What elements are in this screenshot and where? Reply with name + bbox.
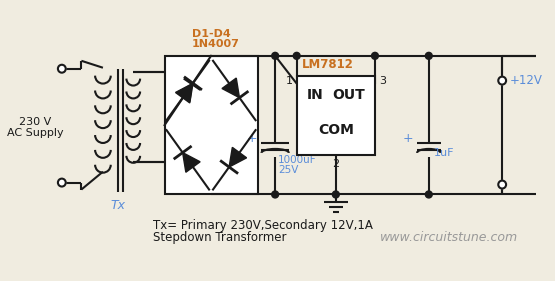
Text: Tx= Primary 230V,Secondary 12V,1A: Tx= Primary 230V,Secondary 12V,1A [153,219,373,232]
Text: +: + [402,132,413,144]
Text: +: + [247,132,258,144]
Text: 25V: 25V [278,165,299,175]
Text: 1uF: 1uF [433,148,454,158]
Circle shape [332,191,339,198]
Polygon shape [177,84,192,101]
Text: LM7812: LM7812 [301,58,354,71]
Circle shape [425,191,432,198]
Text: COM: COM [318,123,354,137]
Text: 3: 3 [379,76,386,86]
Circle shape [498,77,506,85]
Circle shape [272,52,279,59]
Bar [297,76,375,155]
Polygon shape [229,147,246,167]
Text: AC Supply: AC Supply [7,128,64,138]
Circle shape [58,179,65,187]
Circle shape [272,191,279,198]
Circle shape [425,52,432,59]
Text: 2: 2 [332,159,340,169]
Text: 230 V: 230 V [19,117,52,127]
Text: 1000uF: 1000uF [278,155,317,165]
Polygon shape [222,78,239,98]
Circle shape [371,52,379,59]
Circle shape [498,181,506,189]
Text: 1: 1 [286,76,293,86]
Text: OUT: OUT [332,89,365,103]
Text: Tx: Tx [110,200,125,212]
Bar [165,56,258,194]
Circle shape [293,52,300,59]
Text: www.circuitstune.com: www.circuitstune.com [380,231,518,244]
Text: D1-D4: D1-D4 [192,29,231,39]
Text: 1N4007: 1N4007 [192,39,240,49]
Text: IN: IN [306,89,323,103]
Text: Stepdown Transformer: Stepdown Transformer [153,231,286,244]
Circle shape [58,65,65,73]
Text: +12V: +12V [510,74,543,87]
Polygon shape [175,83,193,103]
Polygon shape [183,153,200,172]
